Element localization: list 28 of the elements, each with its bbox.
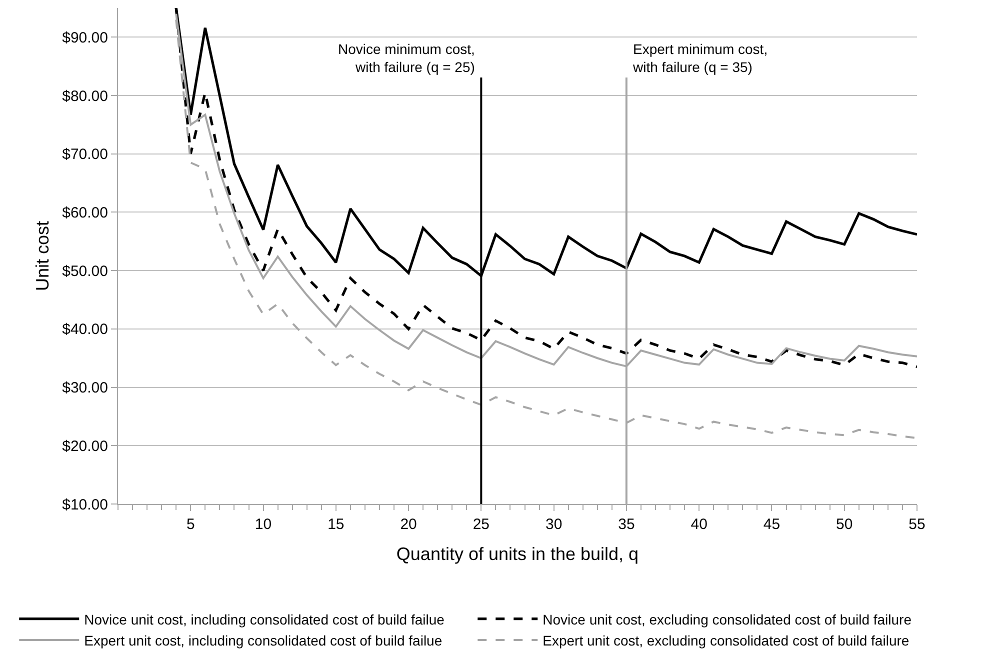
y-tick-label: $10.00 [62, 496, 108, 514]
y-tick-label: $60.00 [62, 204, 108, 222]
x-tick-label: 5 [186, 516, 195, 533]
x-tick-label: 50 [836, 516, 853, 533]
legend-label: Novice unit cost, including consolidated cost of build failue [84, 611, 445, 628]
y-tick-label: $80.00 [62, 88, 108, 105]
y-tick-label: $20.00 [62, 438, 108, 455]
x-tick-label: 55 [908, 516, 926, 533]
x-tick-label: 35 [618, 516, 635, 533]
y-tick-label: $30.00 [62, 380, 108, 397]
legend-label: Novice unit cost, excluding consolidated cost of build failure [542, 611, 912, 628]
y-tick-label: $50.00 [62, 262, 108, 280]
y-tick-label: $40.00 [62, 321, 108, 338]
ref-line-label: Expert minimum cost, with failure (q = 35) [632, 41, 768, 76]
y-tick-label: $70.00 [62, 146, 108, 164]
x-tick-label: 10 [254, 516, 272, 533]
x-axis-title: Quantity of units in the build, q [396, 544, 639, 564]
x-tick-label: 30 [545, 516, 562, 533]
x-tick-label: 25 [472, 516, 490, 533]
x-tick-label: 40 [690, 516, 708, 533]
x-tick-label: 20 [400, 516, 417, 533]
x-tick-label: 45 [763, 516, 780, 533]
x-tick-label: 15 [328, 516, 344, 533]
ref-line-label: Novice minimum cost, with failure (q = 25) [338, 41, 475, 76]
y-axis-title: Unit cost [32, 220, 52, 292]
legend-label: Expert unit cost, including consolidated cost of build failue [84, 632, 442, 648]
y-tick-label: $90.00 [62, 29, 108, 46]
legend-label: Expert unit cost, excluding consolidated cost of build failure [542, 632, 910, 648]
